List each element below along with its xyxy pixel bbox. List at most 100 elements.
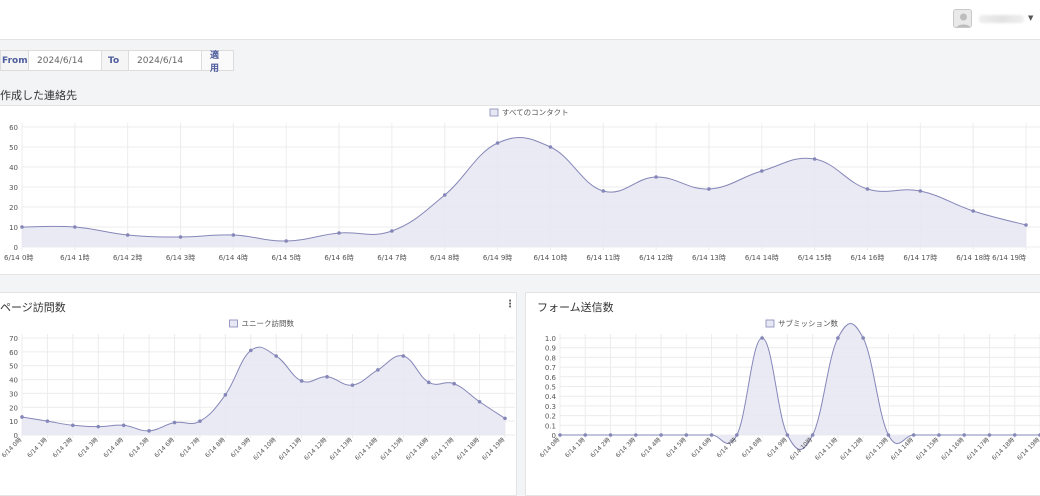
data-point[interactable] [962,433,967,437]
data-point[interactable] [785,433,790,437]
data-point[interactable] [477,399,482,404]
data-point[interactable] [223,393,228,397]
data-point[interactable] [558,433,562,437]
user-name-redacted[interactable] [979,15,1024,23]
data-point[interactable] [548,145,553,149]
x-tick-label: 6/14 11時 [277,436,303,462]
data-point[interactable] [248,348,253,353]
data-point[interactable] [707,187,711,191]
data-point[interactable] [987,433,992,437]
data-point[interactable] [71,423,75,428]
data-point[interactable] [861,336,865,340]
apply-button[interactable]: 適用 [201,51,233,74]
x-tick-label: 6/14 4時 [639,436,662,459]
top-bar: ▼ [0,0,1040,40]
x-tick-label: 6/14 3時 [166,254,195,262]
legend-label: すべてのコンタクト [502,108,569,117]
y-tick-label: 0.5 [545,384,556,392]
to-date-input[interactable]: 2024/6/14 [137,55,184,66]
data-point[interactable] [633,433,638,437]
data-point[interactable] [735,433,739,437]
legend-label: ユニーク訪問数 [242,318,295,328]
data-point[interactable] [172,420,177,425]
x-tick-label: 6/14 17時 [903,254,937,262]
data-point[interactable] [1024,223,1028,227]
data-point[interactable] [426,380,431,385]
data-point[interactable] [147,429,151,433]
data-point[interactable] [659,433,663,437]
data-point[interactable] [178,235,183,239]
x-tick-label: 6/14 3時 [614,436,637,459]
data-point[interactable] [284,239,289,243]
from-date-input[interactable]: 2024/6/14 [37,55,84,66]
data-point[interactable] [121,423,126,428]
x-tick-label: 6/14 8時 [203,436,226,459]
series-area [22,347,505,435]
data-point[interactable] [350,383,355,387]
data-point[interactable] [1012,433,1017,437]
data-point[interactable] [911,433,916,437]
data-point[interactable] [299,379,304,383]
data-point[interactable] [401,354,406,358]
data-point[interactable] [601,189,606,193]
data-point[interactable] [759,169,764,173]
data-point[interactable] [836,336,840,340]
x-tick-label: 6/14 16時 [939,436,965,462]
y-tick-label: 50 [9,144,18,152]
y-tick-label: 30 [9,390,18,398]
y-tick-label: 0 [14,432,18,440]
x-tick-label: 6/14 16時 [851,254,885,262]
user-avatar[interactable] [953,9,972,28]
data-point[interactable] [937,433,941,437]
data-point[interactable] [325,375,329,379]
data-point[interactable] [709,433,714,437]
data-point[interactable] [20,225,24,229]
x-tick-label: 6/14 7時 [178,436,201,459]
data-point[interactable] [73,225,77,229]
data-point[interactable] [583,433,588,437]
data-point[interactable] [503,416,507,421]
y-tick-label: 0.9 [545,345,556,353]
chevron-down-icon[interactable]: ▼ [1028,14,1034,22]
data-point[interactable] [442,193,447,197]
x-tick-label: 6/14 13時 [328,436,354,462]
data-point[interactable] [865,187,870,191]
data-point[interactable] [452,381,456,386]
chart-legend[interactable]: ユニーク訪問数 [229,318,295,328]
data-point[interactable] [125,233,130,237]
data-point[interactable] [971,209,975,213]
data-point[interactable] [654,175,658,179]
data-point[interactable] [886,433,891,437]
x-tick-label: 6/14 1時 [25,436,48,459]
y-tick-label: 0 [552,432,556,440]
chart-legend[interactable]: すべてのコンタクト [489,108,569,117]
pageviews-chart-title: ページ訪問数 [0,301,66,314]
data-point[interactable] [231,233,236,237]
data-point[interactable] [376,368,380,372]
data-point[interactable] [495,141,500,145]
chart-legend[interactable]: サブミッション数 [765,318,838,328]
data-point[interactable] [760,336,764,340]
data-point[interactable] [45,419,50,423]
data-point[interactable] [20,415,24,419]
legend-swatch [489,108,499,117]
data-point[interactable] [812,157,817,161]
data-point[interactable] [810,433,815,437]
x-tick-label: 6/14 0時 [4,254,33,262]
forms-chart-title: フォーム送信数 [537,301,614,314]
data-point[interactable] [918,189,923,193]
x-tick-label: 6/14 12時 [639,254,673,262]
series-line [560,322,1040,451]
data-point[interactable] [608,433,613,437]
data-point[interactable] [390,229,394,233]
data-point[interactable] [337,231,341,235]
more-options-icon[interactable]: ⋮ [505,299,515,310]
x-tick-label: 6/14 4時 [102,436,125,459]
x-tick-label: 6/14 16時 [404,436,430,462]
data-point[interactable] [274,354,279,358]
x-tick-label: 6/14 1時 [563,436,586,459]
data-point[interactable] [684,433,689,437]
data-point[interactable] [96,424,101,429]
data-point[interactable] [198,419,202,423]
y-tick-label: 40 [9,377,18,385]
